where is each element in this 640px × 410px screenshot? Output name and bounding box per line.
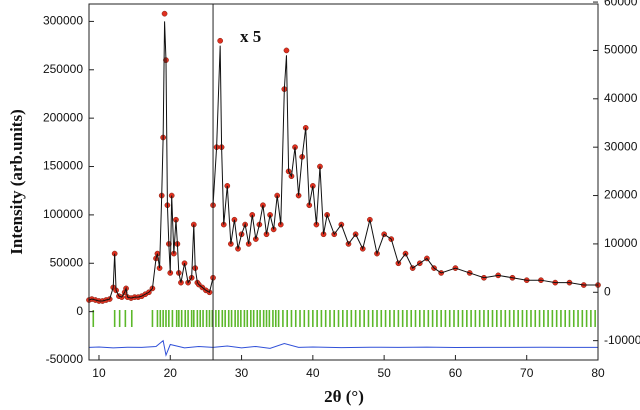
y2-tick-label: 40000: [604, 91, 638, 105]
curve: [212, 45, 598, 286]
y2-tick-label: 20000: [604, 188, 638, 202]
x-tick-label: 60: [449, 366, 463, 380]
y-tick-label: 150000: [43, 159, 83, 173]
y-tick-label: 50000: [50, 255, 84, 269]
y-tick-label: 100000: [43, 207, 83, 221]
x-axis-label: 2θ (°): [324, 387, 364, 406]
y-tick-label: 250000: [43, 62, 83, 76]
x-tick-label: 20: [164, 366, 178, 380]
y-tick-label: 200000: [43, 110, 83, 124]
y-tick-label: 300000: [43, 14, 83, 28]
y2-tick-label: 50000: [604, 43, 638, 57]
x-tick-label: 40: [306, 366, 320, 380]
x-tick-label: 80: [591, 366, 605, 380]
y2-tick-label: 0: [604, 284, 611, 298]
y2-tick-label: 60000: [604, 0, 638, 8]
plot-frame: [88, 3, 599, 361]
annotation: x 5: [240, 27, 261, 46]
observed-point: [161, 10, 168, 17]
y-axis-label: Intensity (arb.units): [7, 109, 26, 254]
observed-point: [283, 47, 290, 54]
y-tick-label: 0: [76, 304, 83, 318]
x-tick-label: 50: [377, 366, 391, 380]
y-tick-label: -50000: [46, 352, 84, 366]
x-tick-label: 10: [92, 366, 106, 380]
y2-tick-label: 10000: [604, 236, 638, 250]
observed-point: [217, 37, 224, 44]
x-tick-label: 30: [235, 366, 249, 380]
y2-tick-label: -10000: [604, 333, 640, 347]
x-tick-label: 70: [520, 366, 534, 380]
y2-tick-label: 30000: [604, 139, 638, 153]
curve: [88, 339, 599, 357]
curve: [88, 21, 214, 302]
